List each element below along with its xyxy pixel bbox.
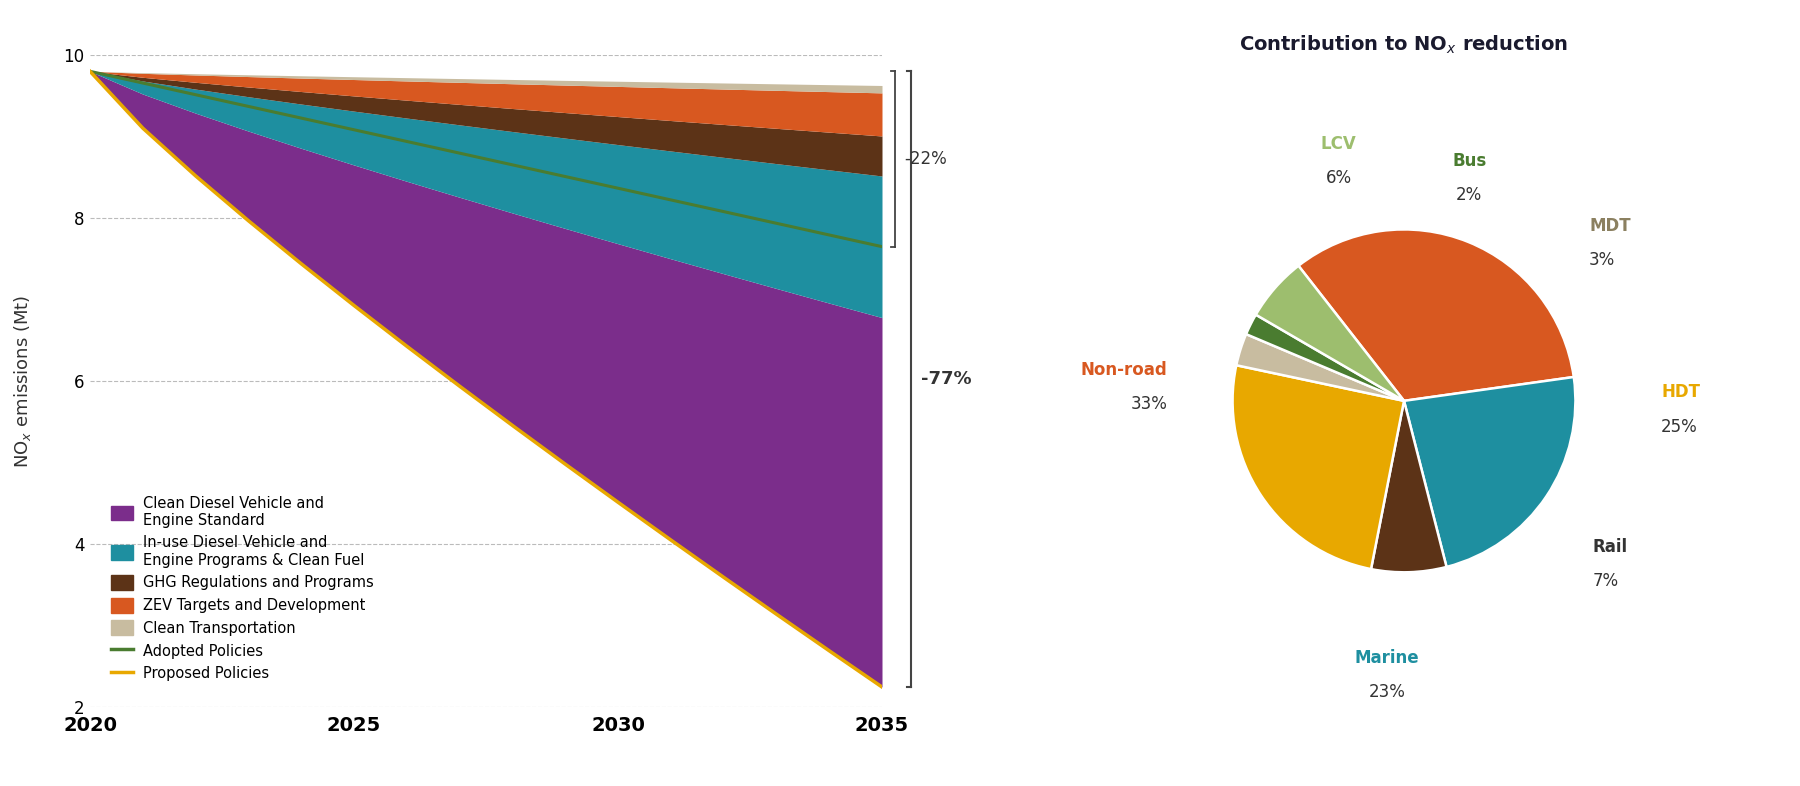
- Wedge shape: [1246, 314, 1404, 401]
- Text: 33%: 33%: [1130, 395, 1168, 413]
- Text: MDT: MDT: [1589, 217, 1631, 235]
- Text: 6%: 6%: [1327, 169, 1352, 187]
- Text: 25%: 25%: [1661, 417, 1697, 435]
- Wedge shape: [1233, 365, 1404, 569]
- Text: -22%: -22%: [905, 150, 947, 168]
- Wedge shape: [1256, 266, 1404, 401]
- Text: HDT: HDT: [1661, 384, 1701, 402]
- Wedge shape: [1404, 377, 1575, 567]
- Legend: Clean Diesel Vehicle and
Engine Standard, In-use Diesel Vehicle and
Engine Progr: Clean Diesel Vehicle and Engine Standard…: [104, 490, 380, 687]
- Wedge shape: [1298, 230, 1573, 401]
- Text: 3%: 3%: [1589, 252, 1615, 270]
- Text: 7%: 7%: [1593, 572, 1618, 590]
- Text: 23%: 23%: [1368, 683, 1406, 701]
- Text: Non-road: Non-road: [1080, 361, 1168, 379]
- Wedge shape: [1237, 334, 1404, 401]
- Text: Marine: Marine: [1355, 649, 1418, 667]
- Wedge shape: [1372, 401, 1447, 572]
- Text: LCV: LCV: [1321, 134, 1357, 152]
- Text: Rail: Rail: [1593, 538, 1627, 556]
- Text: 2%: 2%: [1456, 186, 1481, 204]
- Text: Bus: Bus: [1453, 152, 1487, 170]
- Text: Contribution to NO$_x$ reduction: Contribution to NO$_x$ reduction: [1240, 33, 1568, 56]
- Text: -77%: -77%: [920, 370, 972, 388]
- Text: NO$_x$ emissions (Mt): NO$_x$ emissions (Mt): [13, 295, 32, 468]
